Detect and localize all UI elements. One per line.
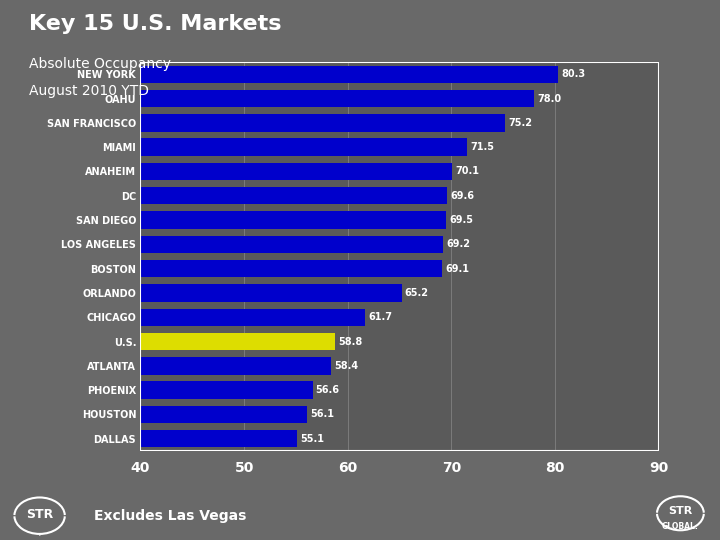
Bar <box>140 381 312 399</box>
Text: GLOBAL.: GLOBAL. <box>662 522 699 531</box>
Text: 70.1: 70.1 <box>456 166 480 177</box>
Bar <box>140 138 467 156</box>
Bar <box>140 90 534 107</box>
Bar <box>140 333 336 350</box>
Text: Excludes Las Vegas: Excludes Las Vegas <box>94 509 246 523</box>
Bar <box>140 284 402 302</box>
Text: 80.3: 80.3 <box>562 69 585 79</box>
Text: 69.6: 69.6 <box>451 191 474 201</box>
Text: 78.0: 78.0 <box>538 93 562 104</box>
Text: 55.1: 55.1 <box>300 434 324 444</box>
Bar <box>140 308 365 326</box>
Bar <box>140 235 443 253</box>
Text: .: . <box>37 528 42 538</box>
Text: 58.8: 58.8 <box>338 336 363 347</box>
Bar <box>140 357 331 375</box>
Text: 71.5: 71.5 <box>470 142 494 152</box>
Text: Absolute Occupancy: Absolute Occupancy <box>29 57 171 71</box>
Text: August 2010 YTD: August 2010 YTD <box>29 84 149 98</box>
Bar <box>140 260 442 278</box>
Text: 58.4: 58.4 <box>334 361 359 371</box>
Text: 69.5: 69.5 <box>449 215 473 225</box>
Bar <box>140 62 659 451</box>
Bar <box>140 114 505 132</box>
Text: 75.2: 75.2 <box>508 118 533 128</box>
Text: 56.1: 56.1 <box>310 409 334 420</box>
Text: STR: STR <box>668 506 693 516</box>
Text: 69.1: 69.1 <box>445 264 469 274</box>
Text: STR: STR <box>26 508 53 521</box>
Text: 56.6: 56.6 <box>315 385 340 395</box>
Bar <box>140 163 452 180</box>
Bar <box>140 187 447 205</box>
Text: 69.2: 69.2 <box>446 239 470 249</box>
Text: 65.2: 65.2 <box>405 288 429 298</box>
Text: 61.7: 61.7 <box>369 312 392 322</box>
Bar <box>140 430 297 448</box>
Bar <box>140 65 558 83</box>
Bar <box>140 406 307 423</box>
Text: Key 15 U.S. Markets: Key 15 U.S. Markets <box>29 14 282 33</box>
Bar <box>140 211 446 229</box>
